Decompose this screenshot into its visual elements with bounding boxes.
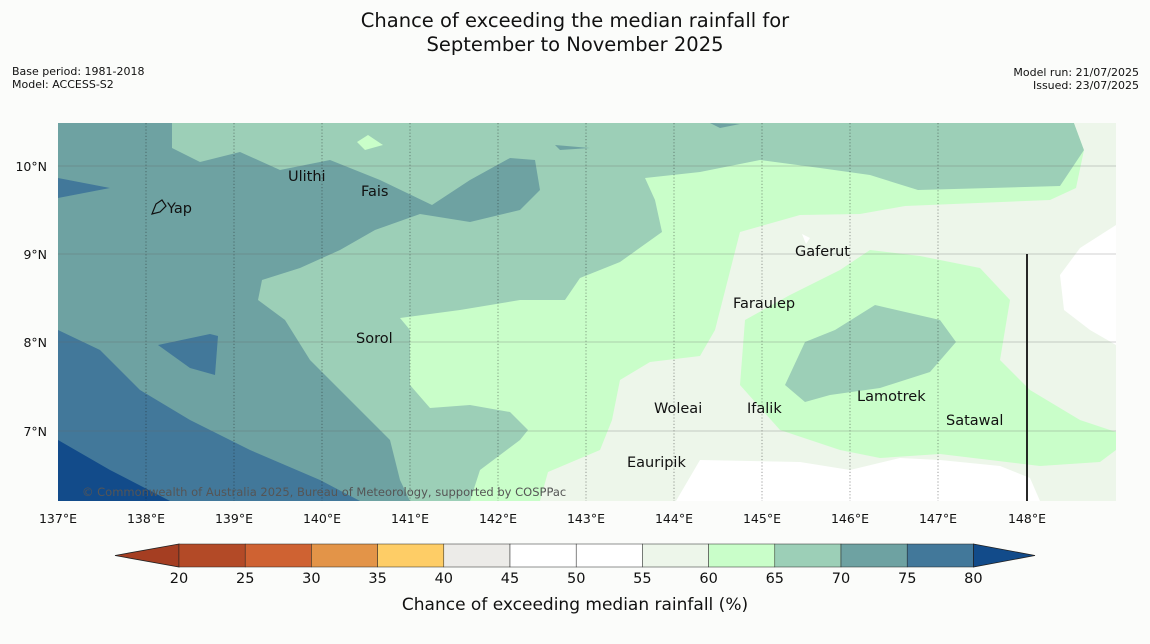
colorbar-tick: 80 (964, 571, 982, 587)
place-satawal: Satawal (946, 413, 1003, 429)
colorbar-tick: 40 (435, 571, 453, 587)
place-lamotrek: Lamotrek (857, 389, 926, 405)
colorbar-segment (178, 543, 246, 568)
lon-label: 140°E (303, 511, 341, 526)
contour-70-75-blob (555, 145, 590, 150)
map-title-line-2: September to November 2025 (426, 33, 724, 56)
contour-75-80-patch (158, 334, 218, 375)
lon-label: 141°E (391, 511, 429, 526)
colorbar-tick: 65 (766, 571, 784, 587)
colorbar-tick: 35 (368, 571, 386, 587)
lon-label: 147°E (919, 511, 957, 526)
meta-left: Base period: 1981-2018 Model: ACCESS-S2 (12, 65, 144, 91)
lon-labels: 137°E 138°E 139°E 140°E 141°E 142°E 143°… (39, 511, 1046, 526)
colorbar-segment (443, 543, 511, 568)
colorbar-segment (509, 543, 577, 568)
colorbar-segment (906, 543, 974, 568)
place-names: Ulithi Fais Yap Gaferut Faraulep Sorol L… (166, 169, 1003, 471)
colorbar-segment (708, 543, 776, 568)
colorbar-segment (642, 543, 709, 568)
colorbar-low-arrow (114, 543, 180, 568)
colorbar-tick: 25 (236, 571, 254, 587)
place-ifalik: Ifalik (747, 401, 782, 417)
contour-west-strip (58, 178, 110, 198)
colorbar-segment (377, 543, 445, 568)
contour-65-70-inner (785, 305, 956, 402)
colorbar-tick: 50 (567, 571, 585, 587)
lon-label: 144°E (655, 511, 693, 526)
lat-label: 8°N (23, 335, 47, 350)
colorbar-segment (840, 543, 908, 568)
place-sorol: Sorol (356, 331, 393, 347)
lat-label: 10°N (15, 159, 47, 174)
lon-label: 145°E (743, 511, 781, 526)
place-fais: Fais (361, 184, 388, 200)
colorbar-segment (575, 543, 643, 568)
contour-45-55-east (1060, 225, 1116, 345)
contour-70-75-edge (710, 123, 740, 128)
colorbar-tick: 70 (832, 571, 850, 587)
colorbar-tick: 60 (699, 571, 717, 587)
base-period: Base period: 1981-2018 (12, 65, 145, 78)
colorbar-high-arrow (973, 543, 1036, 568)
lon-label: 148°E (1008, 511, 1046, 526)
colorbar-tick: 75 (898, 571, 916, 587)
lon-label: 142°E (479, 511, 517, 526)
lon-label: 138°E (127, 511, 165, 526)
lat-label: 7°N (23, 424, 47, 439)
colorbar-tick: 30 (302, 571, 320, 587)
colorbar-tick: 55 (633, 571, 651, 587)
contour-small-white (802, 234, 810, 244)
lon-label: 137°E (39, 511, 77, 526)
map-title-line-1: Chance of exceeding the median rainfall … (360, 9, 790, 32)
contour-small-patch (357, 135, 383, 150)
contour-over-80 (58, 440, 170, 501)
model-run: Model run: 21/07/2025 (1013, 66, 1139, 79)
yap-island-outline (151, 199, 167, 215)
place-eauripik: Eauripik (627, 455, 686, 471)
contour-45-55-south (676, 458, 1040, 501)
colorbar-tick: 20 (170, 571, 188, 587)
colorbar: 20 25 30 35 40 45 50 55 60 65 70 75 80 (114, 543, 1036, 587)
meta-right: Model run: 21/07/2025 Issued: 23/07/2025 (1013, 66, 1139, 92)
issued-date: Issued: 23/07/2025 (1032, 79, 1139, 92)
contour-75-80 (58, 330, 360, 501)
lon-label: 146°E (831, 511, 869, 526)
place-ulithi: Ulithi (288, 169, 326, 185)
place-gaferut: Gaferut (795, 244, 850, 260)
colorbar-segment (311, 543, 378, 568)
colorbar-label: Chance of exceeding median rainfall (%) (402, 595, 748, 615)
lon-label: 139°E (215, 511, 253, 526)
copyright-notice: © Commonwealth of Australia 2025, Bureau… (82, 485, 566, 499)
graticule (145, 123, 939, 501)
lat-labels: 10°N 9°N 8°N 7°N (15, 159, 47, 439)
colorbar-segment (774, 543, 842, 568)
lon-label: 143°E (567, 511, 605, 526)
place-yap: Yap (166, 201, 192, 217)
lat-label: 9°N (23, 247, 47, 262)
colorbar-tick: 45 (501, 571, 519, 587)
rainfall-contours (58, 123, 1116, 501)
lat-lines (58, 165, 1116, 432)
place-woleai: Woleai (654, 401, 702, 417)
place-faraulep: Faraulep (733, 296, 795, 312)
colorbar-segment (244, 543, 312, 568)
model-name: Model: ACCESS-S2 (12, 78, 114, 91)
